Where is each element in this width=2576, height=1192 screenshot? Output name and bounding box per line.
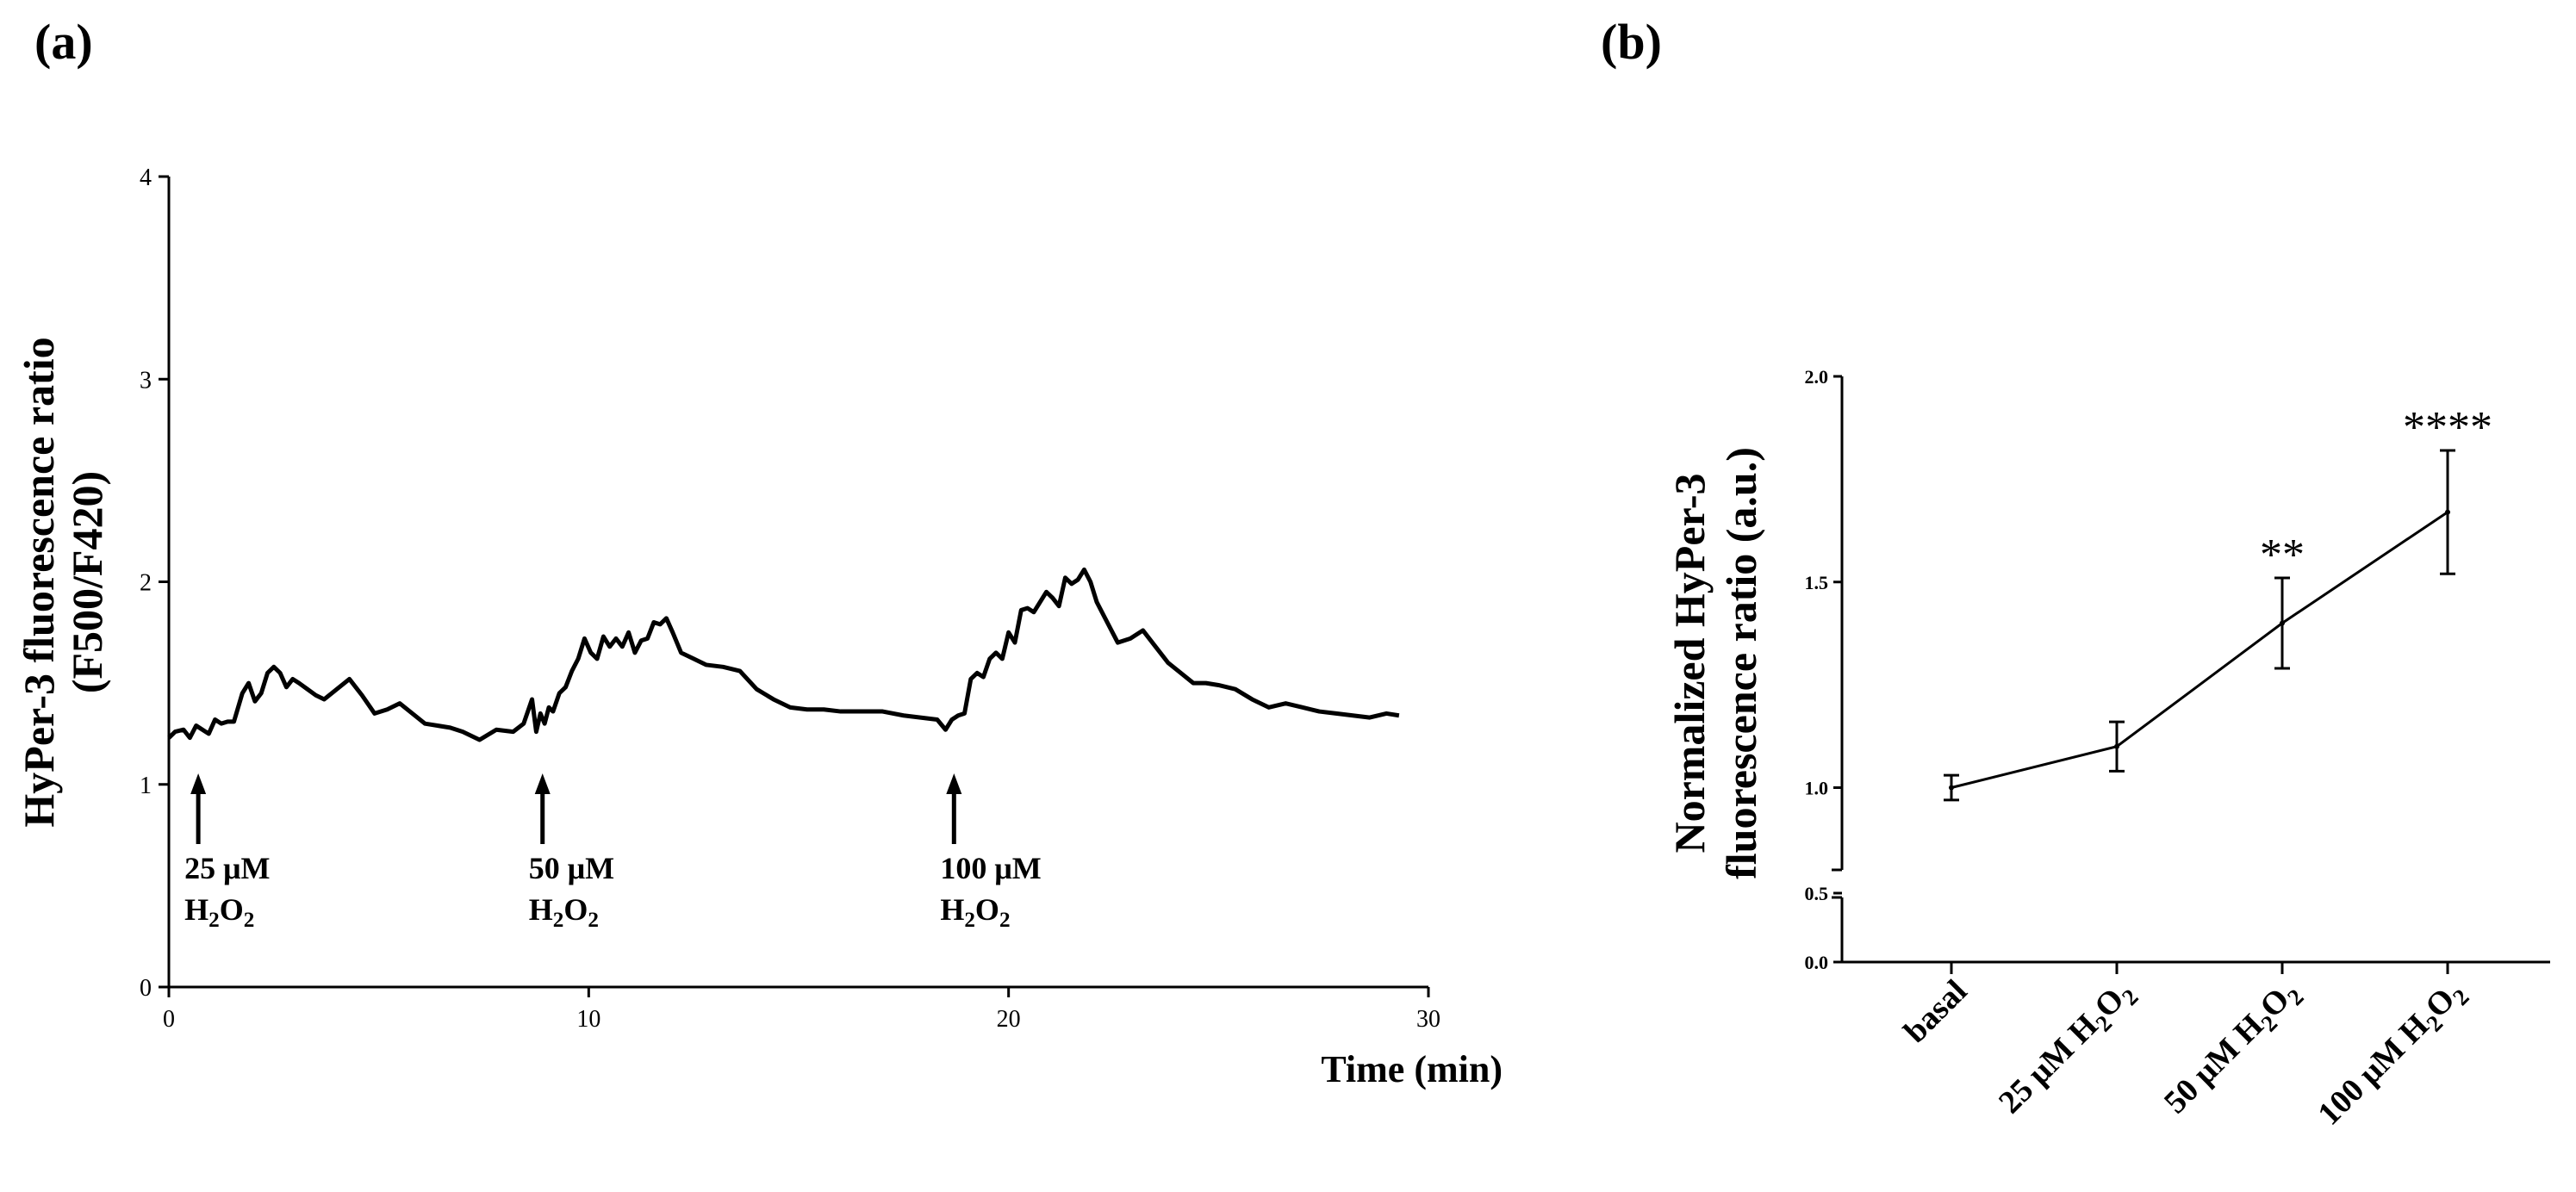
annotation-formula: H2O2 <box>940 892 1010 932</box>
y-tick-label-b: 0.0 <box>1805 952 1829 973</box>
annotation-conc: 25 μM <box>184 851 270 885</box>
annotation-formula-sub1: 2 <box>553 909 564 932</box>
y-tick-label-b: 0.5 <box>1805 883 1829 904</box>
data-point <box>2445 509 2450 515</box>
annotation-conc: 50 μM <box>529 851 614 885</box>
category-label: 25 μM H2O2 <box>1992 973 2144 1125</box>
annotation-formula-species: H <box>184 892 208 927</box>
category-label: 100 μM H2O2 <box>2311 973 2473 1136</box>
annotation-formula-sub2: 2 <box>999 909 1011 932</box>
y-tick-label-a: 4 <box>140 165 152 191</box>
annotation-formula-mid: O <box>220 892 244 927</box>
x-tick-label-a: 0 <box>163 1006 175 1033</box>
y-tick-label-a: 0 <box>140 975 152 1002</box>
annotation-formula-sub2: 2 <box>588 909 599 932</box>
y-axis-title-line-a: HyPer-3 fluorescence ratio <box>15 337 63 827</box>
x-tick-label-a: 30 <box>1416 1006 1440 1033</box>
annotation-formula: H2O2 <box>529 892 599 932</box>
category-label: 50 μM H2O2 <box>2157 973 2309 1125</box>
y-axis-title-line-b: Normalized HyPer-3 <box>1665 473 1714 853</box>
y-tick-label-a: 1 <box>140 773 152 799</box>
y-tick-label-a: 2 <box>140 570 152 597</box>
annotation-conc: 100 μM <box>940 851 1041 885</box>
y-tick-label-b: 1.5 <box>1805 572 1829 593</box>
annotation-formula: H2O2 <box>184 892 254 932</box>
significance-stars: ** <box>2260 531 2305 580</box>
mean-line-b <box>1951 511 2448 789</box>
category-label-main: 100 μM H <box>2311 1008 2436 1133</box>
annotation-formula-sub1: 2 <box>964 909 975 932</box>
x-tick-label-a: 10 <box>576 1006 600 1033</box>
trace-line-a <box>167 567 1400 742</box>
category-label-main: 50 μM H <box>2157 1008 2270 1121</box>
arrow-head <box>534 773 551 794</box>
arrow-head <box>946 773 962 794</box>
y-axis-title-line-a: (F500/F420) <box>63 471 111 693</box>
panel-label-a: (a) <box>34 14 93 70</box>
annotation-formula-species: H <box>940 892 964 927</box>
category-label-main: basal <box>1897 973 1974 1050</box>
data-point <box>2280 620 2285 626</box>
annotation-formula-mid: O <box>563 892 588 927</box>
annotation-formula-mid: O <box>975 892 999 927</box>
y-tick-label-b: 1.0 <box>1805 778 1829 799</box>
annotation-formula-species: H <box>529 892 553 927</box>
data-point <box>2114 743 2119 749</box>
y-tick-label-b: 2.0 <box>1805 366 1829 388</box>
annotation-formula-sub1: 2 <box>208 909 220 932</box>
x-tick-label-a: 20 <box>997 1006 1021 1033</box>
y-axis-title-b: Normalized HyPer-3fluorescence ratio (a.… <box>1665 447 1765 879</box>
y-tick-label-a: 3 <box>140 367 152 394</box>
y-axis-title-a: HyPer-3 fluorescence ratio(F500/F420) <box>15 337 111 827</box>
chart-a: 0 1 2 3 4 0 10 20 30 Time (min) HyPer-3 fluorescen… <box>15 165 1503 1090</box>
category-label: basal <box>1897 973 1974 1050</box>
category-label-main: 25 μM H <box>1992 1008 2105 1121</box>
y-axis-title-line-b: fluorescence ratio (a.u.) <box>1717 447 1765 879</box>
x-axis-title-a: Time (min) <box>1321 1048 1503 1090</box>
arrow-head <box>190 773 207 794</box>
chart-b: 0.0 0.5 1.0 1.5 2.0 Normalized HyPer-3fluores… <box>1665 366 2550 1136</box>
data-point <box>1949 785 1954 791</box>
panel-label-b: (b) <box>1601 14 1662 70</box>
significance-stars: **** <box>2403 403 2492 452</box>
annotation-formula-sub2: 2 <box>244 909 255 932</box>
